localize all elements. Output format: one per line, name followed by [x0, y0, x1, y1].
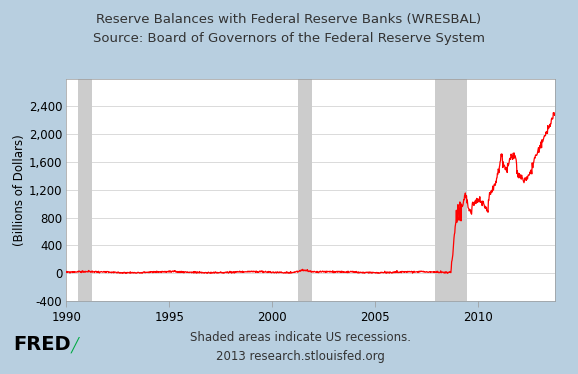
Text: Shaded areas indicate US recessions.: Shaded areas indicate US recessions.: [190, 331, 411, 344]
Text: Reserve Balances with Federal Reserve Banks (WRESBAL): Reserve Balances with Federal Reserve Ba…: [97, 13, 481, 26]
Y-axis label: (Billions of Dollars): (Billions of Dollars): [13, 134, 26, 246]
Bar: [79, 79, 92, 301]
Text: FRED: FRED: [13, 335, 71, 355]
Text: Source: Board of Governors of the Federal Reserve System: Source: Board of Governors of the Federa…: [93, 32, 485, 45]
Bar: [298, 79, 312, 301]
Text: ╱: ╱: [71, 337, 79, 353]
Text: 2013 research.stlouisfed.org: 2013 research.stlouisfed.org: [216, 350, 385, 364]
Bar: [435, 79, 468, 301]
